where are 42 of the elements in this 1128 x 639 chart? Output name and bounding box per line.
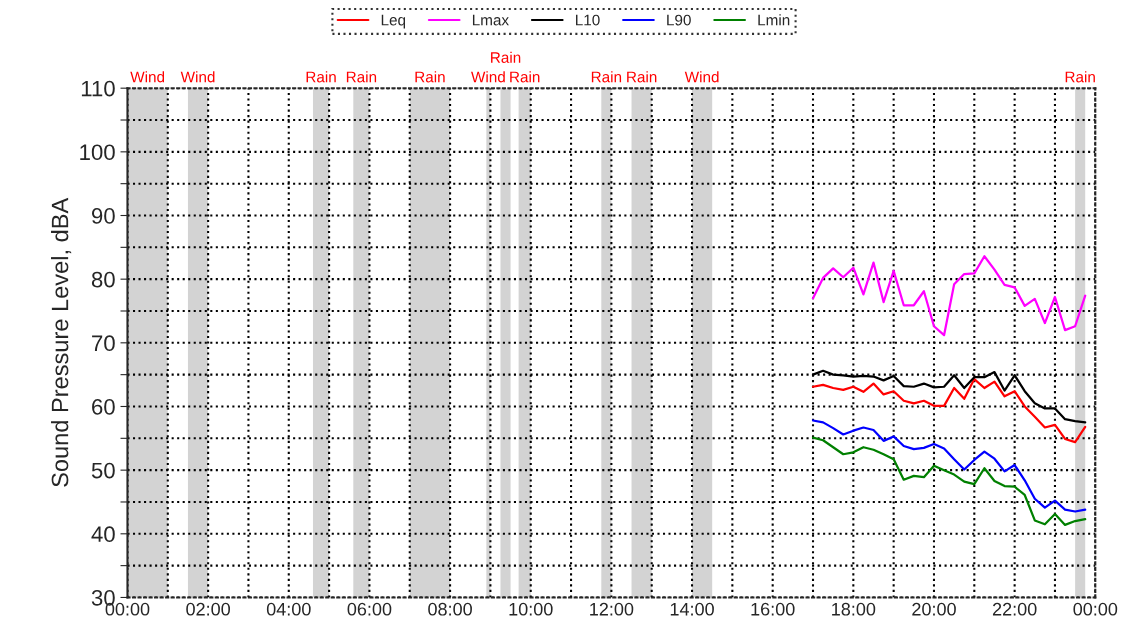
y-tick-label: 110 <box>81 80 115 97</box>
x-tick-label: 20:00 <box>912 602 956 616</box>
y-axis-title: Sound Pressure Level, dBA <box>51 197 72 487</box>
x-tick-label: 12:00 <box>590 602 634 616</box>
x-tick-label: 16:00 <box>751 602 795 616</box>
band-label: Rain <box>346 71 377 83</box>
line-series <box>811 378 1087 444</box>
x-tick-label: 14:00 <box>670 602 714 616</box>
y-tick-label: 60 <box>92 399 115 415</box>
band-label: Rain <box>1065 71 1095 83</box>
band-label: Rain <box>306 71 336 83</box>
y-tick-label: 80 <box>91 271 115 288</box>
x-tick-label: 08:00 <box>428 602 472 616</box>
band-label: Rain <box>510 71 540 83</box>
band-label: Wind <box>180 71 215 83</box>
legend-label: L90 <box>667 14 691 26</box>
y-tick-label: 100 <box>80 144 115 161</box>
legend-label: Lmax <box>472 14 509 26</box>
x-tick-label: 06:00 <box>347 602 392 616</box>
legend-label: L10 <box>576 14 600 26</box>
x-tick-label: 00:00 <box>1073 602 1118 616</box>
y-tick-label: 90 <box>91 208 115 224</box>
line-series <box>811 436 1087 526</box>
legend-label: Leq <box>381 14 406 29</box>
x-tick-label: 18:00 <box>832 602 876 616</box>
line-series <box>811 419 1087 513</box>
band-label: Rain <box>627 71 657 83</box>
x-tick-label: 10:00 <box>509 602 553 616</box>
x-tick-label: 04:00 <box>266 602 311 616</box>
x-tick-label: 22:00 <box>992 602 1037 616</box>
legend-label: Lmin <box>758 14 790 26</box>
x-tick-label: 02:00 <box>186 602 230 616</box>
band-label: Rain <box>591 71 622 83</box>
y-tick-label: 50 <box>91 462 115 479</box>
line-series <box>811 255 1087 337</box>
y-tick-label: 70 <box>92 335 115 352</box>
band-label: Wind <box>684 71 719 83</box>
band-label: Rain <box>491 51 521 63</box>
band-label: Wind <box>130 71 165 83</box>
band-label: Rain <box>415 71 445 83</box>
y-tick-label: 40 <box>91 526 115 543</box>
band-label: Wind <box>471 71 505 83</box>
